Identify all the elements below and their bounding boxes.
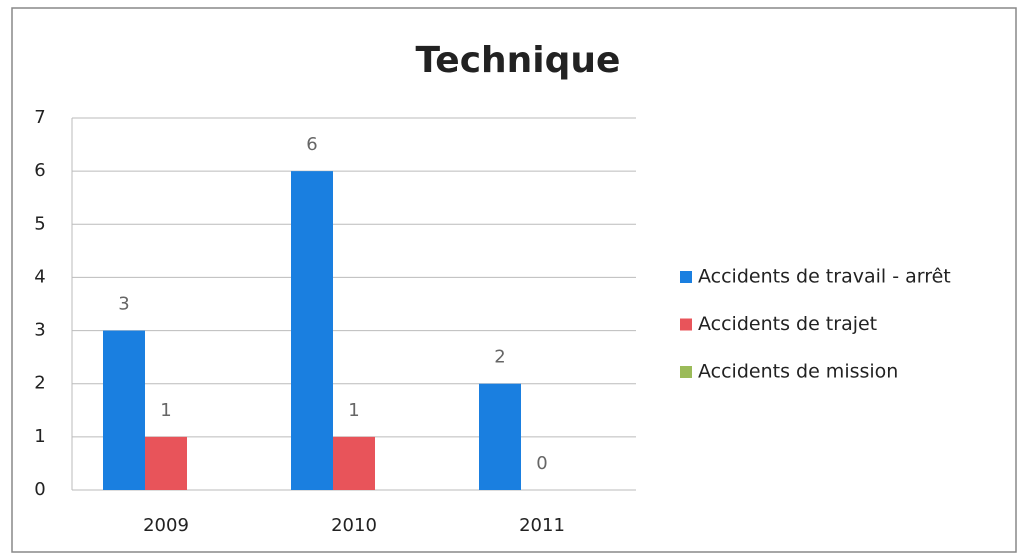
- y-tick-label: 2: [34, 373, 45, 394]
- legend-label: Accidents de travail - arrêt: [698, 266, 951, 288]
- data-label: 1: [348, 400, 359, 421]
- bar: [333, 436, 375, 490]
- y-tick-label: 6: [34, 160, 45, 181]
- y-tick-label: 3: [34, 320, 45, 341]
- x-tick-label: 2011: [519, 515, 565, 536]
- legend-label: Accidents de trajet: [698, 313, 877, 335]
- x-tick-label: 2009: [143, 515, 189, 536]
- y-tick-label: 0: [34, 479, 45, 500]
- legend-swatch: [680, 271, 692, 283]
- data-label: 6: [306, 134, 317, 155]
- bar: [479, 383, 521, 490]
- data-label: 3: [118, 294, 129, 315]
- y-tick-label: 5: [34, 213, 45, 234]
- x-tick-label: 2010: [331, 515, 377, 536]
- bar: [291, 171, 333, 490]
- chart-title: Technique: [416, 40, 621, 81]
- bar: [103, 330, 145, 490]
- legend-swatch: [680, 366, 692, 378]
- data-label: 2: [494, 347, 505, 368]
- y-tick-label: 4: [34, 266, 45, 287]
- legend-swatch: [680, 318, 692, 331]
- data-label: 1: [160, 400, 171, 421]
- bar: [145, 436, 187, 490]
- y-tick-label: 1: [34, 426, 45, 447]
- legend-label: Accidents de mission: [698, 361, 898, 383]
- y-tick-label: 7: [34, 107, 45, 128]
- data-label: 0: [536, 453, 547, 474]
